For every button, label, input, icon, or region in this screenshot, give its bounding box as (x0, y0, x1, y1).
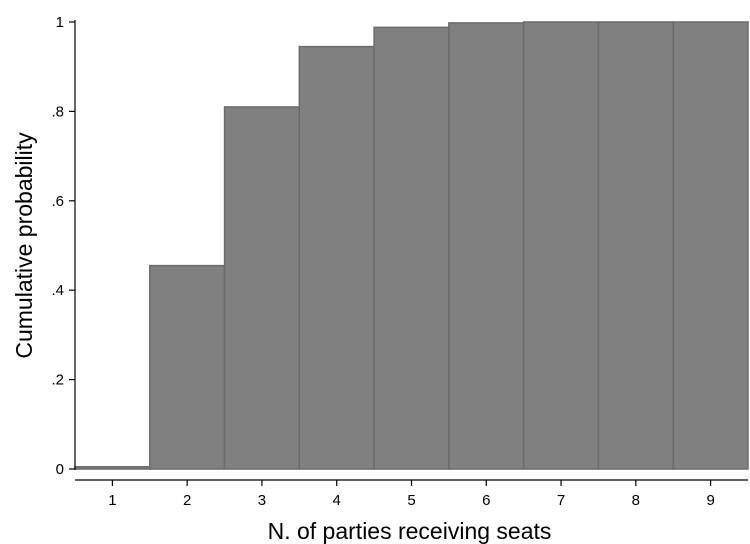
bar-3 (223, 106, 301, 470)
y-axis-ticks: 0 .2 .4 .6 .8 1 (51, 14, 75, 478)
bar-4 (298, 45, 375, 470)
x-tick-label: 8 (632, 492, 640, 509)
bars-group (74, 21, 749, 470)
bar-5 (373, 26, 450, 470)
bar-6 (448, 22, 525, 470)
x-tick-label: 3 (258, 492, 266, 509)
bar-2 (149, 264, 226, 470)
y-tick-label: .8 (51, 103, 64, 120)
y-tick-label: .2 (51, 372, 64, 389)
x-tick-label: 4 (333, 492, 341, 509)
x-axis-title: N. of parties receiving seats (268, 518, 552, 544)
y-tick-label: 1 (56, 14, 64, 31)
y-tick-label: .6 (51, 193, 64, 210)
y-tick-label: 0 (56, 461, 64, 478)
x-tick-label: 1 (108, 492, 116, 509)
x-tick-label: 9 (706, 492, 714, 509)
bar-8 (597, 21, 674, 470)
bar-7 (522, 21, 600, 470)
x-tick-label: 2 (183, 492, 191, 509)
bar-1 (74, 466, 151, 470)
x-tick-label: 7 (557, 492, 565, 509)
bar-9 (672, 21, 749, 470)
y-axis-title: Cumulative probability (11, 132, 37, 359)
x-tick-label: 6 (482, 492, 490, 509)
y-tick-label: .4 (51, 282, 64, 299)
x-tick-label: 5 (407, 492, 415, 509)
x-axis-ticks: 1 2 3 4 5 6 7 8 9 (108, 480, 715, 509)
